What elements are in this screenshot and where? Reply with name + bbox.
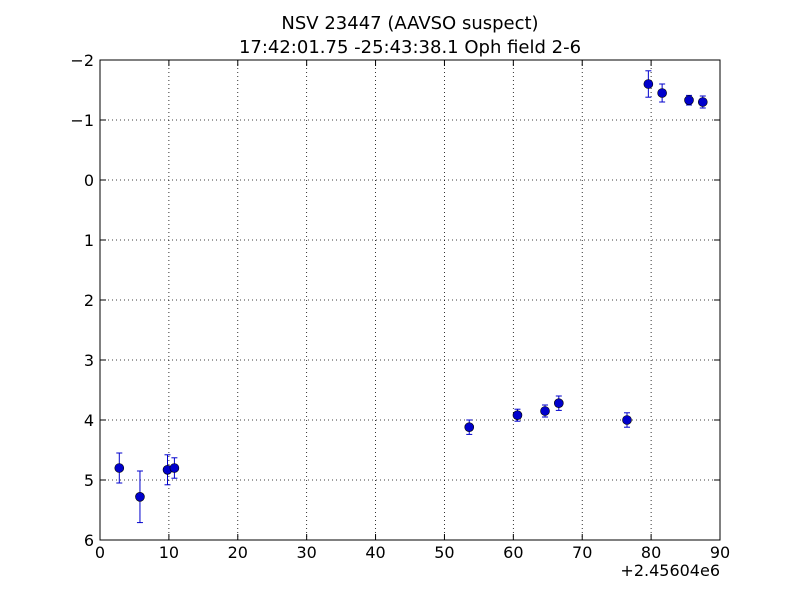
data-point bbox=[684, 95, 694, 105]
data-point bbox=[512, 410, 523, 421]
data-point bbox=[169, 463, 180, 473]
data-point bbox=[643, 79, 654, 89]
data-point bbox=[697, 97, 708, 107]
y-tick-label: −2 bbox=[70, 51, 94, 70]
data-point bbox=[464, 422, 475, 433]
y-tick-label: 3 bbox=[84, 351, 94, 370]
x-tick-label: 50 bbox=[434, 543, 454, 562]
axis-ticks: 0 10 20 30 40 50 60 70 80 90 −2 −1 0 1 2 3 4 5 6 bbox=[70, 51, 730, 562]
y-tick-label: 2 bbox=[84, 291, 94, 310]
y-tick-label: 6 bbox=[84, 531, 94, 550]
x-tick-label: 90 bbox=[710, 543, 730, 562]
x-tick-label: 0 bbox=[95, 543, 105, 562]
x-tick-label: 30 bbox=[296, 543, 316, 562]
y-tick-label: 0 bbox=[84, 171, 94, 190]
chart-subtitle: 17:42:01.75 -25:43:38.1 Oph field 2-6 bbox=[239, 37, 581, 58]
x-tick-label: 40 bbox=[365, 543, 385, 562]
x-tick-label: 60 bbox=[503, 543, 523, 562]
y-tick-label: 1 bbox=[84, 231, 94, 250]
data-point bbox=[540, 406, 550, 416]
x-tick-label: 70 bbox=[572, 543, 592, 562]
x-tick-label: 80 bbox=[641, 543, 661, 562]
y-tick-label: −1 bbox=[70, 111, 94, 130]
data-points bbox=[114, 70, 708, 524]
x-tick-label: 10 bbox=[159, 543, 179, 562]
data-point bbox=[657, 88, 667, 98]
plot-frame bbox=[99, 59, 721, 541]
data-point bbox=[135, 491, 145, 502]
y-tick-label: 5 bbox=[84, 471, 94, 490]
x-tick-label: 20 bbox=[228, 543, 248, 562]
x-axis-offset-label: +2.45604e6 bbox=[620, 561, 720, 580]
data-point bbox=[622, 415, 632, 425]
y-tick-label: 4 bbox=[84, 411, 94, 430]
data-point bbox=[553, 398, 564, 409]
data-point bbox=[114, 463, 125, 473]
grid-lines bbox=[100, 60, 720, 540]
chart-title: NSV 23447 (AAVSO suspect) bbox=[281, 13, 538, 34]
